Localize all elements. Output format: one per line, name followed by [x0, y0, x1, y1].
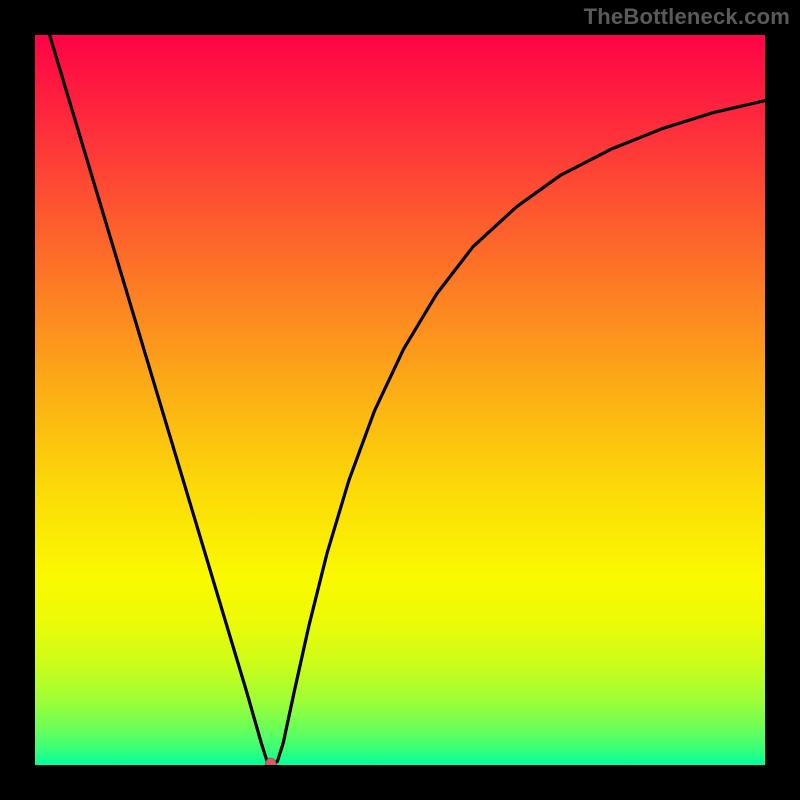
plot-background-gradient: [35, 35, 765, 765]
chart-svg: [0, 0, 800, 800]
watermark-text: TheBottleneck.com: [584, 4, 790, 30]
chart-container: TheBottleneck.com: [0, 0, 800, 800]
